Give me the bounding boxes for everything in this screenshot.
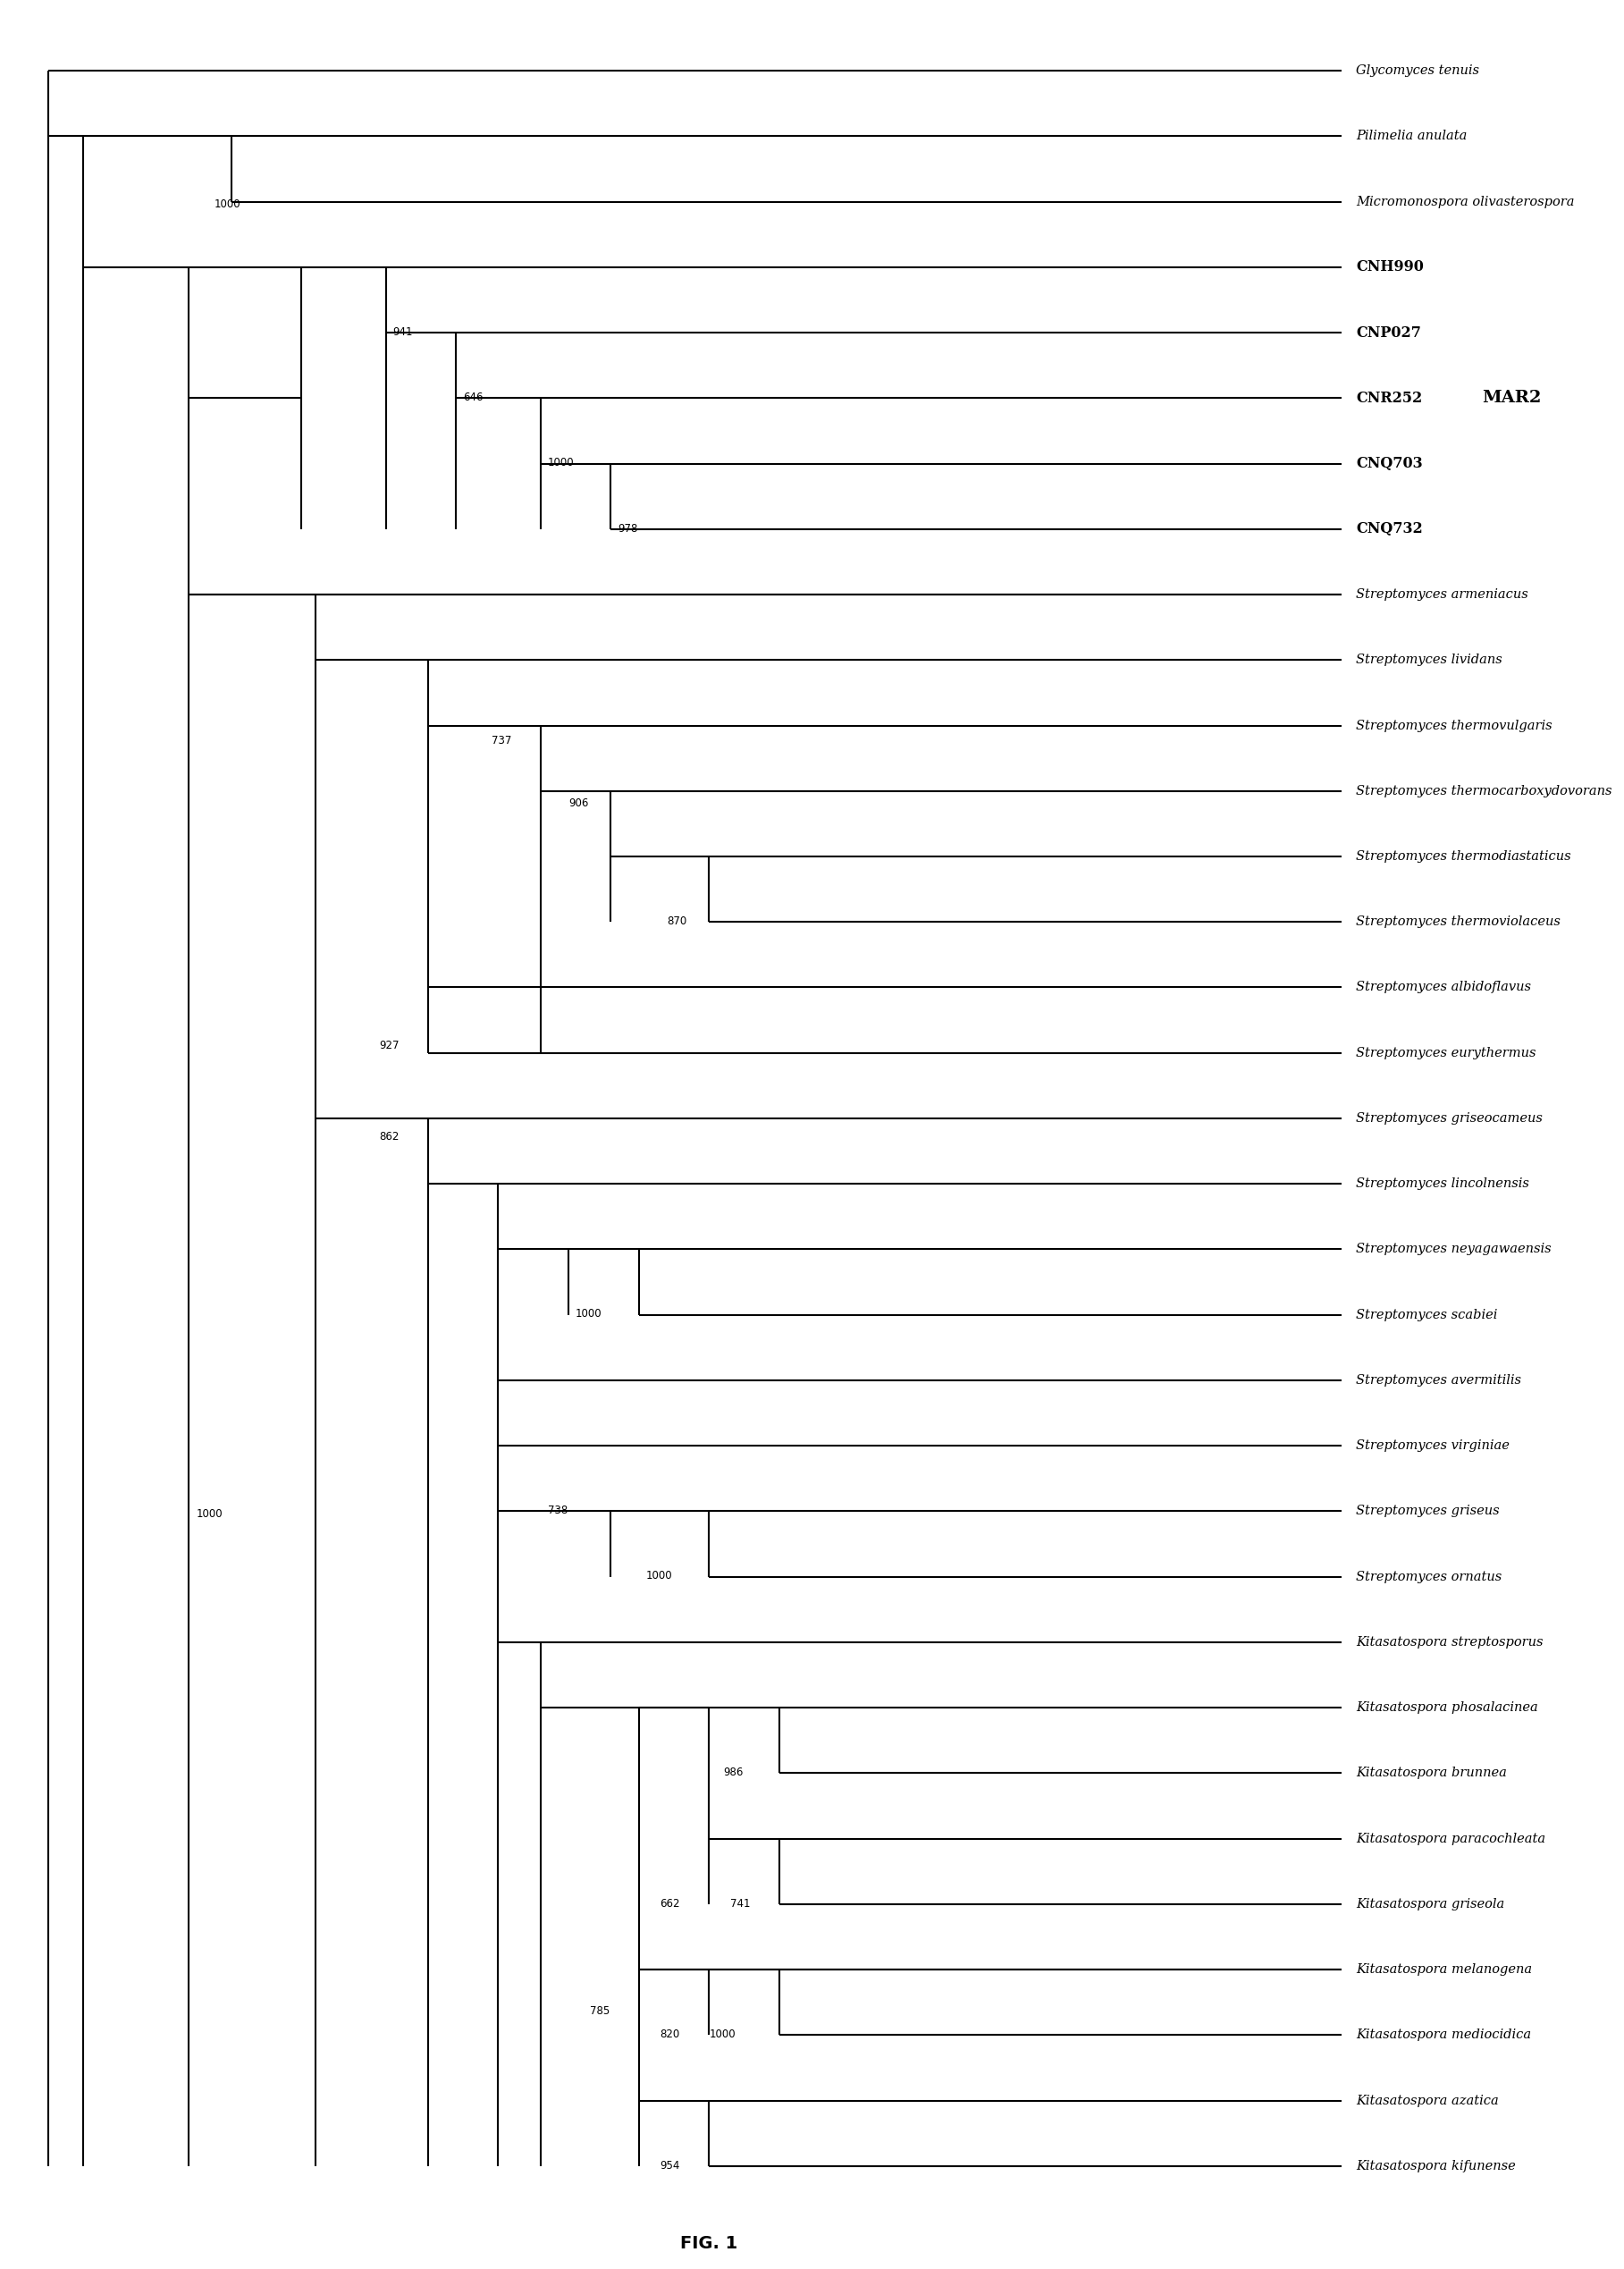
Text: Streptomyces lividans: Streptomyces lividans xyxy=(1356,653,1502,667)
Text: 1000: 1000 xyxy=(547,456,573,470)
Text: Kitasatospora kifunense: Kitasatospora kifunense xyxy=(1356,2160,1515,2171)
Text: Streptomyces griseus: Streptomyces griseus xyxy=(1356,1504,1499,1518)
Text: CNQ732: CNQ732 xyxy=(1356,522,1423,538)
Text: Streptomyces thermocarboxydovorans: Streptomyces thermocarboxydovorans xyxy=(1356,785,1613,796)
Text: 646: 646 xyxy=(463,393,484,404)
Text: Streptomyces griseocameus: Streptomyces griseocameus xyxy=(1356,1112,1543,1125)
Text: 927: 927 xyxy=(378,1039,400,1051)
Text: CNH990: CNH990 xyxy=(1356,259,1424,275)
Text: Streptomyces thermoviolaceus: Streptomyces thermoviolaceus xyxy=(1356,917,1561,928)
Text: CNQ703: CNQ703 xyxy=(1356,456,1423,472)
Text: Streptomyces albidoflavus: Streptomyces albidoflavus xyxy=(1356,980,1531,994)
Text: 941: 941 xyxy=(393,327,412,338)
Text: Streptomyces eurythermus: Streptomyces eurythermus xyxy=(1356,1046,1536,1060)
Text: Streptomyces lincolnensis: Streptomyces lincolnensis xyxy=(1356,1178,1530,1191)
Text: Pilimelia anulata: Pilimelia anulata xyxy=(1356,129,1466,143)
Text: 1000: 1000 xyxy=(710,2028,736,2040)
Text: 1000: 1000 xyxy=(197,1509,222,1520)
Text: 785: 785 xyxy=(590,2006,609,2017)
Text: 662: 662 xyxy=(659,1897,680,1908)
Text: 741: 741 xyxy=(731,1897,750,1908)
Text: 954: 954 xyxy=(659,2160,680,2171)
Text: Kitasatospora azatica: Kitasatospora azatica xyxy=(1356,2094,1499,2108)
Text: Streptomyces virginiae: Streptomyces virginiae xyxy=(1356,1439,1509,1452)
Text: 1000: 1000 xyxy=(214,197,240,211)
Text: Streptomyces scabiei: Streptomyces scabiei xyxy=(1356,1309,1497,1321)
Text: Kitasatospora griseola: Kitasatospora griseola xyxy=(1356,1897,1504,1910)
Text: 737: 737 xyxy=(490,735,512,747)
Text: CNP027: CNP027 xyxy=(1356,324,1421,340)
Text: Kitasatospora streptosporus: Kitasatospora streptosporus xyxy=(1356,1636,1543,1650)
Text: FIG. 1: FIG. 1 xyxy=(680,2235,737,2251)
Text: 978: 978 xyxy=(617,522,638,533)
Text: Glycomyces tenuis: Glycomyces tenuis xyxy=(1356,64,1479,77)
Text: 1000: 1000 xyxy=(575,1309,603,1321)
Text: Streptomyces avermitilis: Streptomyces avermitilis xyxy=(1356,1375,1522,1386)
Text: Kitasatospora paracochleata: Kitasatospora paracochleata xyxy=(1356,1833,1546,1845)
Text: 820: 820 xyxy=(659,2028,680,2040)
Text: 738: 738 xyxy=(547,1504,567,1516)
Text: 906: 906 xyxy=(568,796,588,810)
Text: Streptomyces thermovulgaris: Streptomyces thermovulgaris xyxy=(1356,719,1553,731)
Text: Streptomyces thermodiastaticus: Streptomyces thermodiastaticus xyxy=(1356,851,1570,862)
Text: Kitasatospora phosalacinea: Kitasatospora phosalacinea xyxy=(1356,1702,1538,1713)
Text: Micromonospora olivasterospora: Micromonospora olivasterospora xyxy=(1356,195,1574,209)
Text: Kitasatospora mediocidica: Kitasatospora mediocidica xyxy=(1356,2028,1531,2042)
Text: Streptomyces ornatus: Streptomyces ornatus xyxy=(1356,1570,1502,1584)
Text: Kitasatospora melanogena: Kitasatospora melanogena xyxy=(1356,1963,1531,1976)
Text: Streptomyces armeniacus: Streptomyces armeniacus xyxy=(1356,588,1528,601)
Text: 870: 870 xyxy=(667,914,687,928)
Text: MAR2: MAR2 xyxy=(1483,390,1541,406)
Text: Kitasatospora brunnea: Kitasatospora brunnea xyxy=(1356,1768,1507,1779)
Text: 986: 986 xyxy=(723,1768,744,1779)
Text: CNR252: CNR252 xyxy=(1356,390,1423,406)
Text: Streptomyces neyagawaensis: Streptomyces neyagawaensis xyxy=(1356,1243,1551,1255)
Text: 1000: 1000 xyxy=(646,1570,672,1581)
Text: 862: 862 xyxy=(378,1132,400,1144)
